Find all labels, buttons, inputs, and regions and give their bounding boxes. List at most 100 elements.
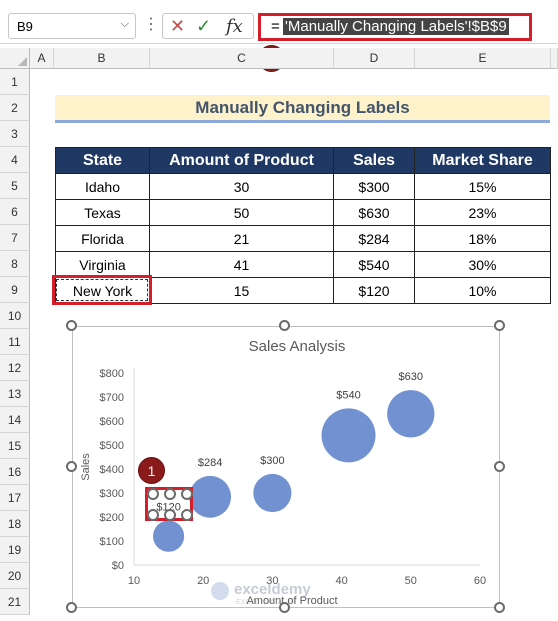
y-tick-label: $600 [100,416,124,428]
row-header-14[interactable]: 14 [0,407,30,433]
table-cell[interactable]: 15 [149,277,334,304]
watermark-tagline: EXCEL · DATA · BI [236,599,295,606]
column-header-d[interactable]: D [334,48,415,69]
row-header-7[interactable]: 7 [0,225,30,251]
row-header-11[interactable]: 11 [0,329,30,355]
chart-resize-handle[interactable] [494,320,505,331]
chart-resize-handle[interactable] [494,602,505,613]
row-header-5[interactable]: 5 [0,173,30,199]
table-cell[interactable]: $540 [333,251,415,278]
formula-text: 'Manually Changing Labels'!$B$9 [283,18,509,35]
row-header-10[interactable]: 10 [0,303,30,329]
header-market-share[interactable]: Market Share [414,147,551,174]
insert-function-icon[interactable]: fx [226,16,243,37]
row-header-12[interactable]: 12 [0,355,30,381]
chart-resize-handle[interactable] [66,602,77,613]
row-header-13[interactable]: 13 [0,381,30,407]
row-header-21[interactable]: 21 [0,589,30,615]
row-header-1[interactable]: 1 [0,69,30,95]
column-header-e[interactable]: E [415,48,551,69]
y-tick-label: $700 [100,392,124,404]
label-resize-handle[interactable] [147,488,159,500]
row-header-18[interactable]: 18 [0,511,30,537]
table-cell[interactable]: 30% [414,251,551,278]
row-header-17[interactable]: 17 [0,485,30,511]
header-state[interactable]: State [55,147,150,174]
table-header-row: State Amount of Product Sales Market Sha… [55,147,551,174]
y-axis-label: Sales [80,453,92,481]
y-tick-label: $100 [100,536,124,548]
label-resize-handle[interactable] [147,509,159,521]
x-tick-label: 20 [197,575,209,587]
cancel-icon[interactable]: ✕ [170,16,186,36]
chart-resize-handle[interactable] [66,461,77,472]
x-tick-label: 10 [128,575,140,587]
table-cell[interactable]: $300 [333,173,415,200]
bubble-point[interactable] [253,473,292,513]
row-header-6[interactable]: 6 [0,199,30,225]
table-cell[interactable]: 10% [414,277,551,304]
y-tick-label: $500 [100,440,124,452]
select-all-corner[interactable] [0,48,30,69]
name-box[interactable]: B9 ⌵ [8,13,136,39]
formula-input[interactable]: = 'Manually Changing Labels'!$B$9 [258,13,532,41]
data-table: State Amount of Product Sales Market Sha… [55,147,551,304]
bubble-point[interactable] [153,520,185,552]
step-badge-1: 1 [138,457,165,484]
bubble-point[interactable] [189,475,232,518]
row-header-20[interactable]: 20 [0,563,30,589]
column-header-c[interactable]: C [150,48,334,69]
formula-bar: B9 ⌵ ⋮ ✕ ✓ fx = 'Manually Changing Label… [0,0,558,44]
column-header-a[interactable]: A [30,48,54,69]
table-cell[interactable]: $120 [333,277,415,304]
x-tick-label: 50 [405,575,417,587]
data-label: $630 [399,371,423,383]
x-tick-label: 60 [474,575,486,587]
x-tick-label: 30 [266,575,278,587]
data-label: $284 [198,457,222,469]
watermark-logo-icon [211,582,229,600]
row-header-3[interactable]: 3 [0,121,30,147]
row-header-2[interactable]: 2 [0,95,30,121]
table-row: Idaho 30 $300 15% [55,173,551,200]
table-cell[interactable]: New York [55,277,150,304]
bubble-point[interactable] [321,408,376,463]
row-header-4[interactable]: 4 [0,147,30,173]
chevron-down-icon[interactable]: ⌵ [120,18,129,30]
y-tick-label: $400 [100,464,124,476]
row-header-9[interactable]: 9 [0,277,30,303]
data-label: $540 [336,389,360,401]
label-resize-handle[interactable] [181,488,193,500]
table-cell[interactable]: Texas [55,199,150,226]
watermark-name: exceldemy [234,581,311,598]
x-axis-label: Amount of Product [246,595,337,607]
chart-resize-handle[interactable] [66,320,77,331]
table-cell[interactable]: 18% [414,225,551,252]
header-sales[interactable]: Sales [333,147,415,174]
label-resize-handle[interactable] [164,488,176,500]
chart-resize-handle[interactable] [494,461,505,472]
x-tick-label: 40 [335,575,347,587]
chart-resize-handle[interactable] [279,602,290,613]
selected-cell-b9[interactable] [52,275,152,305]
column-header-b[interactable]: B [54,48,150,69]
y-tick-label: $200 [100,512,124,524]
row-header-15[interactable]: 15 [0,433,30,459]
chart-title: Sales Analysis [249,338,346,355]
row-header-16[interactable]: 16 [0,459,30,485]
label-resize-handle[interactable] [181,509,193,521]
table-row: New York 15 $120 10% [55,277,551,304]
table-cell[interactable]: Florida [55,225,150,252]
table-cell[interactable]: Virginia [55,251,150,278]
table-row: Virginia 41 $540 30% [55,251,551,278]
formula-equals: = [271,18,280,35]
chart-resize-handle[interactable] [279,320,290,331]
bubble-point[interactable] [387,390,435,438]
row-header-19[interactable]: 19 [0,537,30,563]
label-resize-handle[interactable] [164,509,176,521]
enter-check-icon[interactable]: ✓ [196,16,212,36]
table-cell[interactable]: 15% [414,173,551,200]
row-header-8[interactable]: 8 [0,251,30,277]
y-tick-label: $300 [100,488,124,500]
